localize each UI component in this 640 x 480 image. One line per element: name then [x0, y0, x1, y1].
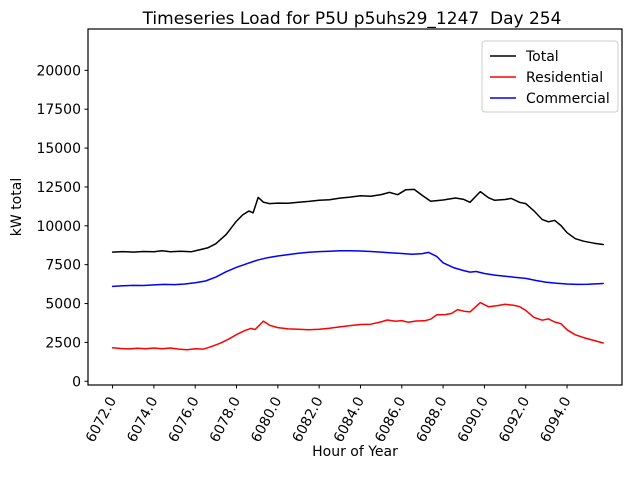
series-line-residential [111, 301, 604, 351]
y-tick-label: 0 [72, 374, 81, 390]
y-tick-label: 20000 [36, 63, 81, 79]
x-tick-label: 6074.0 [124, 394, 161, 445]
y-tick-label: 15000 [36, 141, 81, 157]
x-tick-label: 6084.0 [331, 394, 368, 445]
series-lines [111, 188, 604, 351]
x-axis-label: Hour of Year [312, 444, 398, 460]
legend-entry-total: Total [525, 49, 559, 65]
y-tick-label: 17500 [36, 102, 81, 118]
y-axis-label: kW total [9, 178, 25, 236]
x-tick-label: 6086.0 [372, 394, 409, 445]
y-tick-label: 12500 [36, 180, 81, 196]
legend-box [481, 40, 619, 113]
x-tick-label: 6094.0 [537, 394, 574, 445]
x-tick-label: 6082.0 [290, 394, 327, 445]
series-line-total [111, 188, 604, 253]
x-tick-label: 6072.0 [83, 394, 120, 445]
y-tick-label: 5000 [45, 297, 81, 313]
chart-title: Timeseries Load for P5U p5uhs29_1247 Day… [142, 9, 562, 29]
x-tick-label: 6090.0 [455, 394, 492, 445]
legend-entry-commercial: Commercial [526, 91, 610, 107]
legend-entry-residential: Residential [526, 70, 603, 86]
x-axis-ticks: 6072.0 6074.0 6076.0 6078.0 6080.0 6082.0 6084… [83, 385, 575, 445]
y-tick-label: 2500 [45, 335, 81, 351]
y-axis-ticks: 0 2500 5000 7500 10000 12500 15000 17500 20000 [36, 63, 88, 390]
legend: Total Residential Commercial [481, 40, 619, 113]
x-tick-label: 6092.0 [496, 394, 533, 445]
plot-frame [87, 28, 623, 386]
y-tick-label: 7500 [45, 258, 81, 274]
series-line-commercial [111, 250, 604, 288]
x-tick-label: 6080.0 [248, 394, 285, 445]
x-tick-label: 6088.0 [414, 394, 451, 445]
y-tick-label: 10000 [36, 219, 81, 235]
x-tick-label: 6078.0 [207, 394, 244, 445]
x-tick-label: 6076.0 [166, 394, 203, 445]
